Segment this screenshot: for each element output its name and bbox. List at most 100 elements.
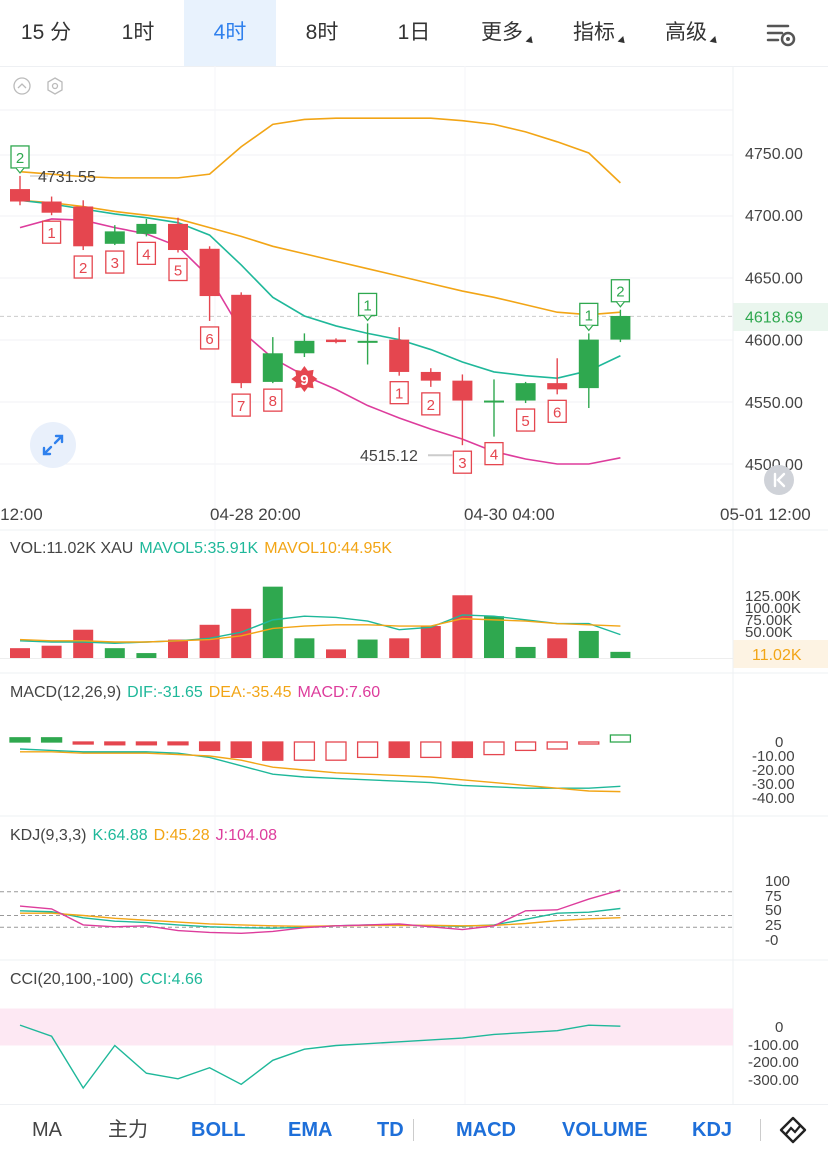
candle-body (515, 383, 536, 401)
macd-axis-label: -10.00 (752, 748, 795, 765)
vol-baseline (0, 658, 733, 659)
indicator-bar: MA 主力 BOLL EMA TD MACD VOLUME KDJ (0, 1104, 828, 1155)
volume-bar (578, 630, 599, 658)
macd-axis-label: -20.00 (752, 762, 795, 779)
macd-label: MACD(12,26,9) (10, 684, 122, 701)
price-axis-label: 4700.00 (745, 208, 803, 225)
td-count-box (168, 257, 188, 282)
macd-histogram-bar (546, 741, 568, 750)
k-label: K:64.88 (92, 827, 148, 844)
cci-band (0, 1008, 733, 1046)
divider (413, 1119, 414, 1141)
vol-label: VOL:11.02K XAU (10, 540, 134, 557)
time-axis-label: 7 12:00 (0, 505, 43, 524)
td-count-label: 1 (585, 307, 593, 324)
price-axis-label: 4600.00 (745, 333, 803, 350)
indicator-main-force[interactable]: 主力 (108, 1119, 148, 1141)
tab-4h[interactable]: 4时 (184, 0, 276, 66)
td-count-box (41, 220, 62, 244)
tab-1d[interactable]: 1日 (397, 21, 431, 44)
volume-bar (104, 648, 125, 658)
volume-bar (262, 586, 283, 658)
expand-fullscreen-button[interactable] (30, 422, 76, 468)
macd-histogram-bar (135, 741, 158, 746)
td-count-label: 3 (111, 255, 119, 272)
macd-histogram-bar (356, 741, 379, 759)
candle-body (199, 248, 220, 297)
td-count-box (105, 250, 125, 274)
kline-chart[interactable]: 4750.004700.004650.004600.004550.004500.… (0, 0, 828, 1104)
volume-bar (231, 608, 252, 658)
kdj-panel-title: KDJ(9,3,3) K:64.88 D:45.28 J:104.08 (10, 827, 283, 845)
volume-bar (484, 616, 504, 658)
macd-histogram-bar (9, 737, 31, 743)
scroll-to-latest-button[interactable] (764, 465, 794, 495)
indicator-boll[interactable]: BOLL (191, 1119, 246, 1141)
macd-histogram-bar (72, 741, 94, 745)
tab-8h[interactable]: 8时 (305, 21, 339, 44)
chart-settings-icon[interactable] (760, 15, 800, 51)
candle-body (262, 353, 283, 382)
d-line (20, 912, 621, 928)
td-count-box (199, 326, 220, 350)
td-count-box (515, 408, 536, 432)
indicator-kdj[interactable]: KDJ (692, 1119, 733, 1141)
candle-body (231, 294, 252, 384)
tab-indicators[interactable]: 指标 (552, 0, 644, 66)
volume-bar (389, 638, 410, 658)
hexagon-settings-icon (47, 77, 63, 95)
indicator-ma[interactable]: MA (32, 1119, 62, 1141)
macd-histogram-bar (40, 737, 63, 743)
tab-advanced[interactable]: 高级 (644, 0, 736, 66)
macd-histogram-bar (325, 741, 347, 761)
drawing-tool-icon[interactable] (778, 1115, 808, 1145)
volume-bar (41, 645, 62, 658)
td-badge-9 (291, 366, 318, 393)
cci-line (19, 1024, 621, 1090)
high-price-label: 4731.55 (38, 169, 96, 186)
cci-label: CCI(20,100,-100) (10, 971, 134, 988)
time-axis-label: 05-01 12:00 (720, 505, 811, 524)
cci-axis-label: -100.00 (748, 1037, 799, 1054)
td-count-label: 4 (490, 447, 498, 464)
td-count-label: 2 (79, 260, 87, 277)
macd-histogram-bar (262, 741, 284, 761)
tab-more[interactable]: 更多 (460, 0, 552, 66)
macd-histogram-bar (230, 741, 252, 759)
tab-15m[interactable]: 15 分 (20, 21, 72, 44)
td-count-box (231, 393, 251, 417)
candle-body (73, 206, 94, 247)
macd-histogram-bar (167, 741, 189, 746)
indicator-volume[interactable]: VOLUME (562, 1119, 648, 1141)
volume-bar (610, 651, 631, 658)
dea-line (20, 751, 621, 793)
time-axis-label: 04-28 20:00 (210, 505, 301, 524)
macd-histogram-bar (578, 741, 600, 745)
indicator-macd[interactable]: MACD (456, 1119, 516, 1141)
td-count-label: 6 (205, 331, 213, 348)
tab-1h[interactable]: 1时 (121, 21, 155, 44)
td-count-box (389, 381, 409, 405)
indicator-ema[interactable]: EMA (288, 1119, 333, 1141)
td-count-label: 7 (237, 398, 245, 415)
volume-bar (73, 629, 94, 658)
candle-body (41, 201, 62, 213)
td-count-label: 1 (47, 225, 55, 242)
j-line (19, 889, 621, 935)
j-label: J:104.08 (215, 827, 278, 844)
boll-upper-line (19, 117, 621, 184)
time-axis-label: 04-30 04:00 (464, 505, 555, 524)
macd-histogram-bar (483, 741, 505, 756)
td-count-label: 2 (427, 397, 435, 414)
candle-body (326, 339, 346, 343)
indicator-td[interactable]: TD (377, 1119, 404, 1141)
low-price-label: 4515.12 (360, 448, 418, 465)
kdj-axis-label: 25 (765, 917, 782, 934)
candle-body (389, 339, 410, 372)
vol-axis-label: 125.00K (745, 588, 801, 605)
td-count-box (484, 441, 504, 466)
current-price-label: 4618.69 (745, 309, 803, 326)
expand-icon (42, 434, 64, 456)
hexagon-dot-icon (51, 82, 59, 90)
cci-axis-label: -200.00 (748, 1054, 799, 1071)
